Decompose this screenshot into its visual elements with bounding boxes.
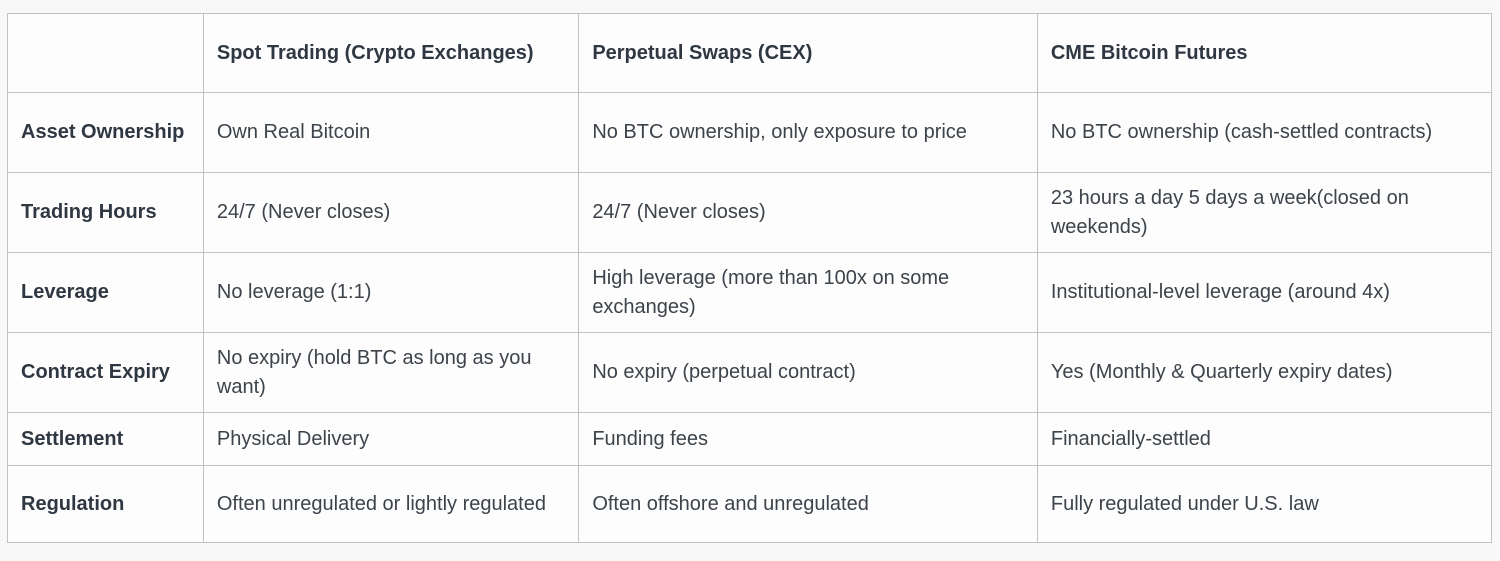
table-cell: No expiry (perpetual contract) [578,332,1038,413]
row-label: Trading Hours [7,172,204,253]
row-label: Leverage [7,252,204,333]
row-label: Regulation [7,465,204,543]
table-cell: Fully regulated under U.S. law [1036,465,1493,543]
table-cell: No BTC ownership, only exposure to price [578,92,1038,173]
table-row-settlement: Settlement Physical Delivery Funding fee… [7,412,1493,466]
row-label: Settlement [7,412,204,466]
column-header-perpetual-swaps: Perpetual Swaps (CEX) [578,13,1038,93]
table-cell: Financially-settled [1036,412,1493,466]
row-label: Contract Expiry [7,332,204,413]
table-cell: Funding fees [578,412,1038,466]
table-cell: No leverage (1:1) [202,252,580,333]
table-cell: No expiry (hold BTC as long as you want) [202,332,580,413]
table-cell: Often offshore and unregulated [578,465,1038,543]
comparison-table: Spot Trading (Crypto Exchanges) Perpetua… [7,13,1493,543]
table-cell: Often unregulated or lightly regulated [202,465,580,543]
row-label: Asset Ownership [7,92,204,173]
table-cell: Yes (Monthly & Quarterly expiry dates) [1036,332,1493,413]
column-header-cme-futures: CME Bitcoin Futures [1036,13,1493,93]
table-row-contract-expiry: Contract Expiry No expiry (hold BTC as l… [7,332,1493,413]
table-row-trading-hours: Trading Hours 24/7 (Never closes) 24/7 (… [7,172,1493,253]
table-cell: High leverage (more than 100x on some ex… [578,252,1038,333]
corner-cell [7,13,204,93]
table-cell: No BTC ownership (cash-settled contracts… [1036,92,1493,173]
column-header-spot-trading: Spot Trading (Crypto Exchanges) [202,13,580,93]
table-cell: Institutional-level leverage (around 4x) [1036,252,1493,333]
table-cell: Own Real Bitcoin [202,92,580,173]
table-row-regulation: Regulation Often unregulated or lightly … [7,465,1493,543]
table-row-asset-ownership: Asset Ownership Own Real Bitcoin No BTC … [7,92,1493,173]
table-row-leverage: Leverage No leverage (1:1) High leverage… [7,252,1493,333]
header-row: Spot Trading (Crypto Exchanges) Perpetua… [7,13,1493,93]
table-cell: 24/7 (Never closes) [202,172,580,253]
table-cell: 23 hours a day 5 days a week(closed on w… [1036,172,1493,253]
table-cell: 24/7 (Never closes) [578,172,1038,253]
table-cell: Physical Delivery [202,412,580,466]
